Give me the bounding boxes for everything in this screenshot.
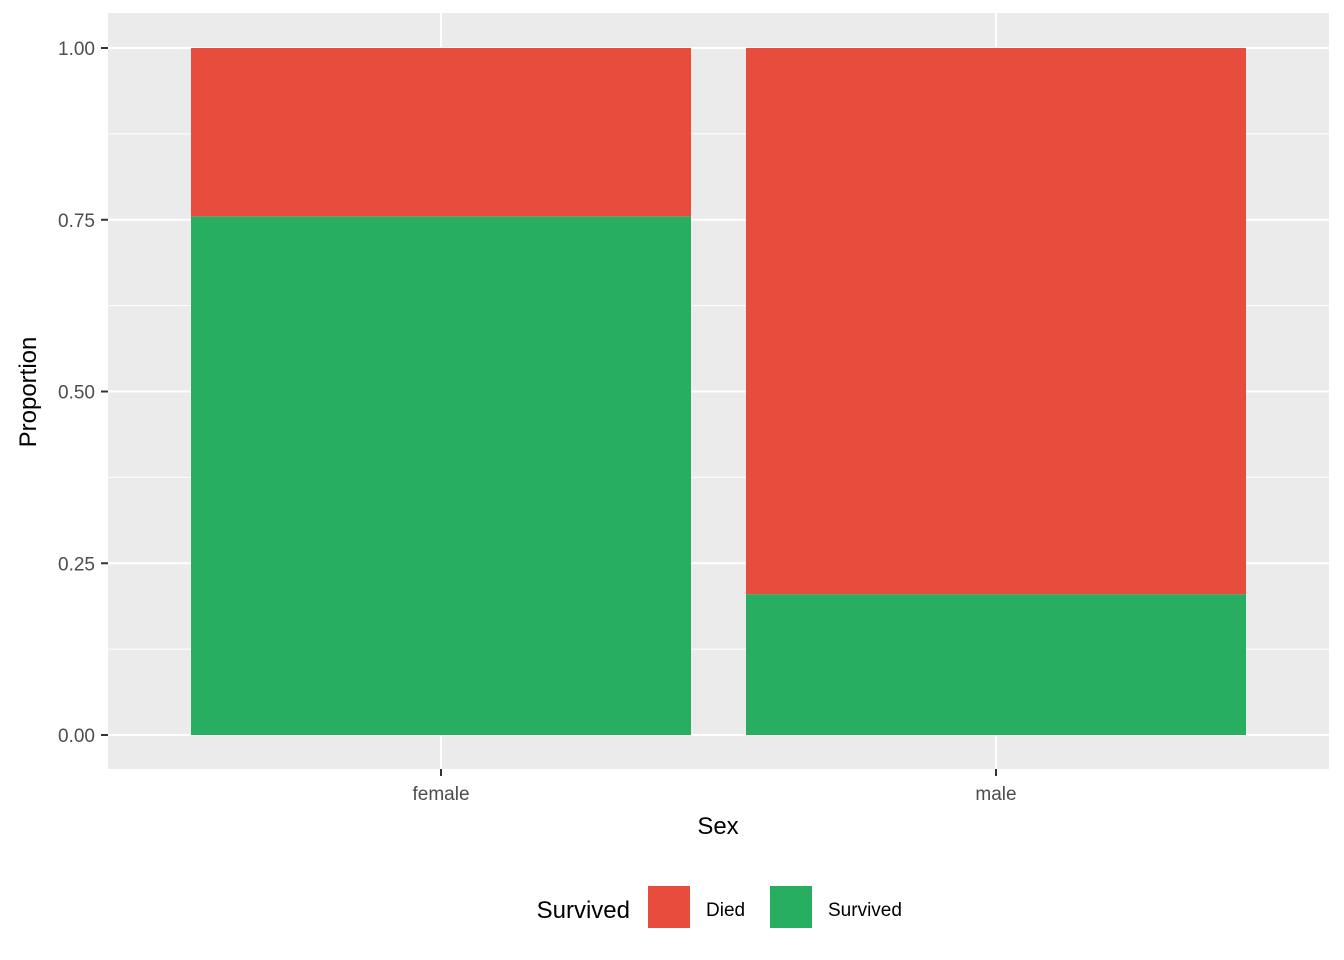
legend-title: Survived (537, 897, 630, 924)
bar-male-died (746, 48, 1246, 595)
legend-label-survived: Survived (828, 900, 902, 921)
legend-key-survived (770, 886, 812, 928)
y-tick-label: 0.00 (58, 726, 95, 747)
bar-female-died (191, 48, 691, 217)
x-tick-label: male (975, 784, 1016, 805)
bar-male-survived (746, 594, 1246, 735)
y-tick-label: 0.75 (58, 211, 95, 232)
x-tick-label: female (412, 784, 469, 805)
bar-female-survived (191, 216, 691, 735)
x-axis-tick-labels: female male (412, 784, 1016, 805)
axis-ticks (101, 47, 997, 776)
legend-label-died: Died (706, 900, 745, 921)
y-axis-tick-labels: 0.00 0.25 0.50 0.75 1.00 (58, 39, 95, 747)
x-axis-title: Sex (697, 813, 738, 840)
y-tick-label: 0.50 (58, 383, 95, 404)
y-tick-label: 1.00 (58, 39, 95, 60)
y-tick-label: 0.25 (58, 554, 95, 575)
y-axis-title: Proportion (15, 337, 42, 448)
legend: Survived Died Survived (537, 885, 902, 929)
legend-key-died (648, 886, 690, 928)
bars (191, 48, 1246, 735)
